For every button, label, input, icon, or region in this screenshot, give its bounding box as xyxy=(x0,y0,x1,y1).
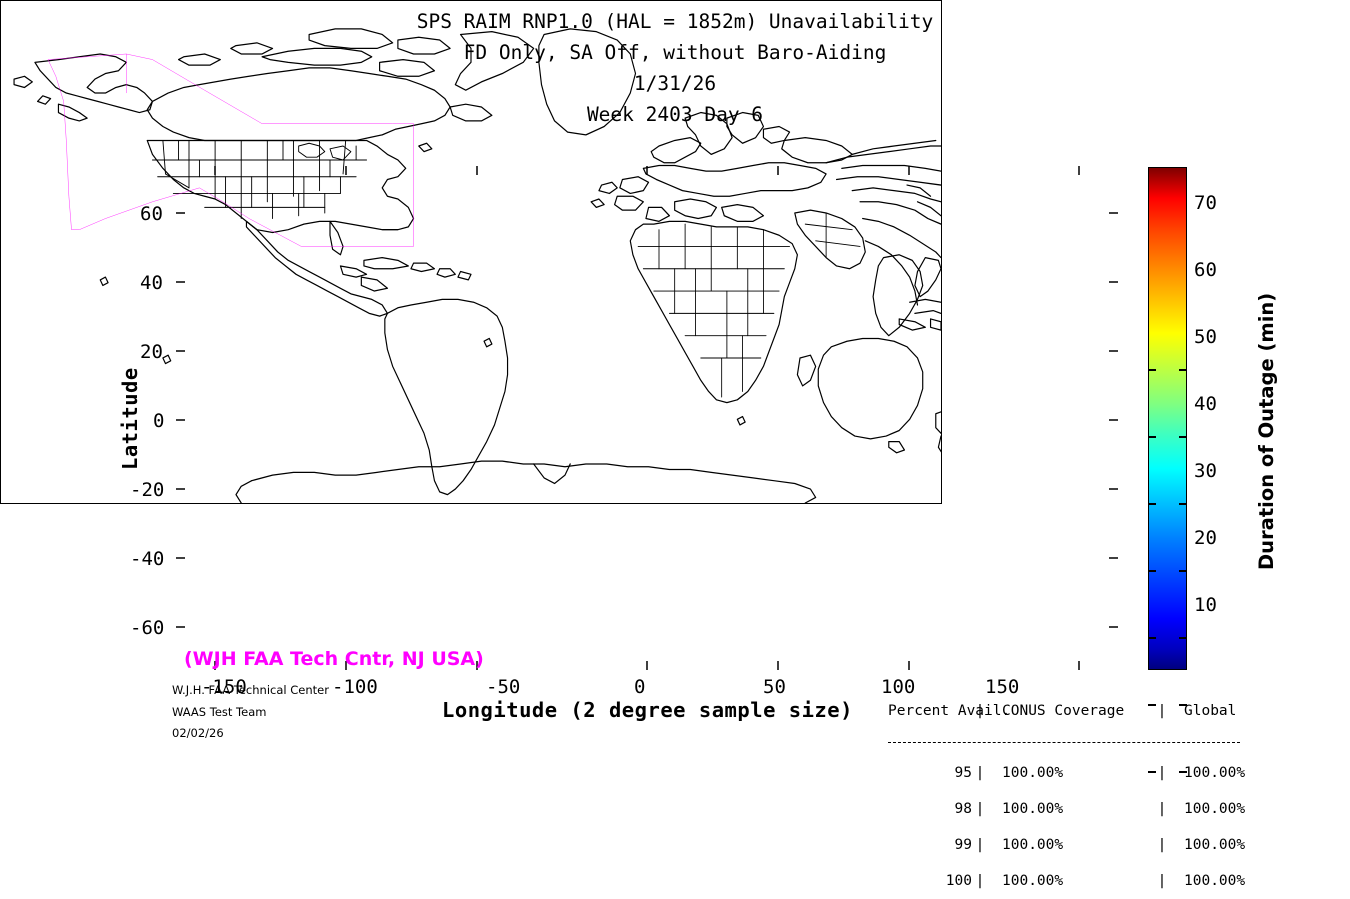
ytick-2: 20 xyxy=(140,341,163,363)
colorbar-tick-60-right xyxy=(1179,436,1187,438)
cell-conus: 100.00% xyxy=(1002,837,1064,853)
colorbar-tick-20 xyxy=(1148,704,1156,706)
cell-sep-2: | xyxy=(1157,873,1167,889)
xtick-4: 50 xyxy=(763,676,786,698)
coverage-stats-table: Percent Avail. | CONUS Coverage | Global… xyxy=(888,681,1284,899)
colorbar-tick-50 xyxy=(1148,503,1156,505)
waas-service-volume-polygon xyxy=(48,54,414,246)
cell-global: 100.00% xyxy=(1184,765,1246,781)
cell-threshold: 100 xyxy=(945,873,972,889)
cell-sep-1: | xyxy=(975,873,985,889)
title-line-1: SPS RAIM RNP1.0 (HAL = 1852m) Unavailabi… xyxy=(416,10,934,33)
table-header-row: Percent Avail. | CONUS Coverage | Global xyxy=(888,703,1284,719)
colorbar-tick-70-right xyxy=(1179,369,1187,371)
ytick-6: -60 xyxy=(130,617,165,639)
cell-threshold: 98 xyxy=(954,801,972,817)
colorbar-tick-70 xyxy=(1148,369,1156,371)
colorbar-label-10: 10 xyxy=(1194,594,1217,616)
colorbar-tick-20-right xyxy=(1179,704,1187,706)
ytick-3: 0 xyxy=(153,410,165,432)
colorbar-label-70: 70 xyxy=(1194,192,1217,214)
xtick-5: 100 xyxy=(881,676,916,698)
cell-global: 100.00% xyxy=(1184,801,1246,817)
cell-sep-1: | xyxy=(975,801,985,817)
chart-title-block: SPS RAIM RNP1.0 (HAL = 1852m) Unavailabi… xyxy=(0,6,1350,130)
colorbar-tick-40 xyxy=(1148,570,1156,572)
title-line-2: FD Only, SA Off, without Baro-Aiding xyxy=(463,41,887,64)
colorbar-tick-30-right xyxy=(1179,637,1187,639)
y-axis-label: Latitude xyxy=(118,367,142,470)
xtick-2: -50 xyxy=(486,676,521,698)
table-separator xyxy=(888,742,1240,743)
header-percent-avail: Percent Avail. xyxy=(888,703,1011,719)
title-line-3: 1/31/26 xyxy=(633,72,717,95)
cell-conus: 100.00% xyxy=(1002,765,1064,781)
header-sep-1: | xyxy=(975,703,985,719)
cell-threshold: 99 xyxy=(954,837,972,853)
colorbar-label-20: 20 xyxy=(1194,527,1217,549)
table-row: 95 | 100.00% | 100.00% xyxy=(888,765,1284,781)
xtick-6: 150 xyxy=(985,676,1020,698)
table-row: 98 | 100.00% | 100.00% xyxy=(888,801,1284,817)
ytick-1: 40 xyxy=(140,272,163,294)
cell-sep-2: | xyxy=(1157,801,1167,817)
ytick-0: 60 xyxy=(140,203,163,225)
colorbar-label-40: 40 xyxy=(1194,393,1217,415)
colorbar-axis-label: Duration of Outage (min) xyxy=(1255,292,1278,570)
credit-line-2: WAAS Test Team xyxy=(172,705,267,719)
cell-conus: 100.00% xyxy=(1002,873,1064,889)
xtick-1: -100 xyxy=(332,676,378,698)
colorbar-tick-30 xyxy=(1148,637,1156,639)
ytick-4: -20 xyxy=(130,479,165,501)
xtick-3: 0 xyxy=(634,676,646,698)
cell-global: 100.00% xyxy=(1184,837,1246,853)
cell-global: 100.00% xyxy=(1184,873,1246,889)
colorbar-tick-60 xyxy=(1148,436,1156,438)
title-line-4: Week 2403 Day 6 xyxy=(586,103,764,126)
ytick-5: -40 xyxy=(130,548,165,570)
credit-line-1: W.J.H. FAA Technical Center xyxy=(172,683,329,697)
credit-line-3: 02/02/26 xyxy=(172,726,224,740)
colorbar xyxy=(1148,167,1187,773)
x-axis-label: Longitude (2 degree sample size) xyxy=(442,698,853,722)
xtick-0: -150 xyxy=(201,676,247,698)
header-sep-2: | xyxy=(1157,703,1167,719)
cell-conus: 100.00% xyxy=(1002,801,1064,817)
cell-threshold: 95 xyxy=(954,765,972,781)
colorbar-tick-40-right xyxy=(1179,570,1187,572)
cell-sep-1: | xyxy=(975,765,985,781)
table-row: 99 | 100.00% | 100.00% xyxy=(888,837,1284,853)
header-global: Global xyxy=(1184,703,1237,719)
header-conus: CONUS Coverage xyxy=(1002,703,1125,719)
colorbar-label-60: 60 xyxy=(1194,259,1217,281)
cell-sep-1: | xyxy=(975,837,985,853)
table-row: 100 | 100.00% | 100.00% xyxy=(888,873,1284,889)
colorbar-label-50: 50 xyxy=(1194,326,1217,348)
cell-sep-2: | xyxy=(1157,765,1167,781)
colorbar-tick-50-right xyxy=(1179,503,1187,505)
world-map-plot xyxy=(0,0,942,504)
watermark-text: (WJH FAA Tech Cntr, NJ USA) xyxy=(184,648,484,670)
cell-sep-2: | xyxy=(1157,837,1167,853)
colorbar-label-30: 30 xyxy=(1194,460,1217,482)
